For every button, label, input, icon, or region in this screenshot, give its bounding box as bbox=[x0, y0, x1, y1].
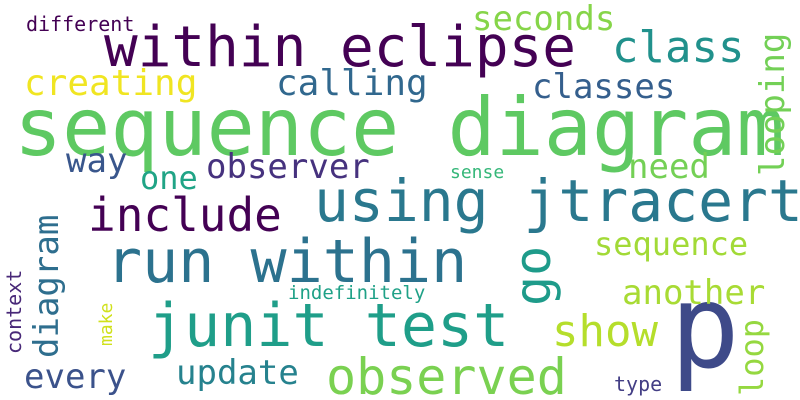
word-update: update bbox=[176, 353, 299, 393]
word-loop: loop bbox=[733, 318, 771, 396]
word-another: another bbox=[622, 273, 766, 313]
word-different: different bbox=[26, 12, 135, 36]
word-within-eclipse: within eclipse bbox=[104, 15, 577, 80]
word-context: context bbox=[2, 269, 26, 354]
word-need: need bbox=[628, 147, 710, 187]
word-run-within: run within bbox=[106, 227, 468, 297]
word-calling: calling bbox=[276, 63, 428, 104]
word-sequence: sequence bbox=[594, 225, 749, 263]
word-include: include bbox=[88, 188, 282, 242]
word-junit-test: junit test bbox=[148, 291, 510, 361]
word-p: p bbox=[670, 260, 740, 395]
word-looping: looping bbox=[753, 32, 793, 176]
word-type: type bbox=[614, 372, 663, 396]
word-sense: sense bbox=[450, 162, 505, 183]
word-go: go bbox=[504, 245, 562, 306]
word-show: show bbox=[552, 306, 658, 357]
word-one: one bbox=[140, 159, 198, 197]
word-observer: observer bbox=[206, 147, 370, 187]
word-classes: classes bbox=[532, 67, 676, 107]
word-seconds: seconds bbox=[472, 0, 616, 39]
word-class: class bbox=[612, 22, 745, 73]
word-make: make bbox=[96, 302, 117, 346]
word-way: way bbox=[66, 141, 128, 181]
word-sequence-diagram: sequence diagram bbox=[14, 81, 785, 174]
word-observed: observed bbox=[326, 348, 567, 400]
word-diagram: diagram bbox=[27, 214, 67, 358]
word-creating: creating bbox=[24, 63, 198, 104]
word-indefinitely: indefinitely bbox=[288, 282, 426, 304]
word-using-jtracert: using jtracert bbox=[314, 167, 800, 235]
word-every: every bbox=[24, 357, 127, 397]
